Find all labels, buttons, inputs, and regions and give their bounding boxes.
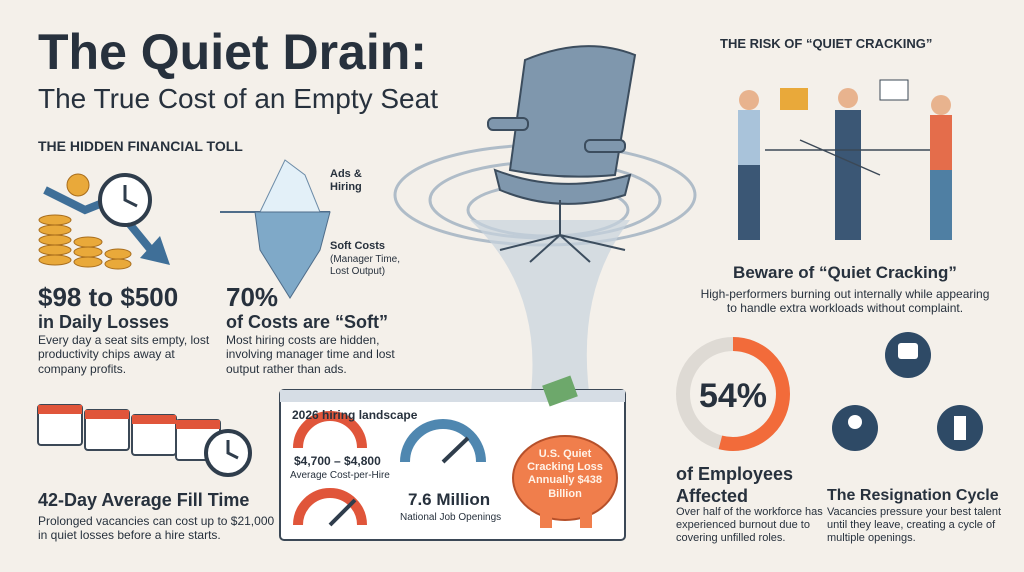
stat: $4,700 – $4,800 (294, 454, 381, 468)
stat-label: National Job Openings (400, 512, 502, 523)
stat-text: Prolonged vacancies can cost up to $21,0… (38, 514, 275, 543)
stat: 70% (226, 282, 279, 312)
stat-text: Over half of the workforce has experienc… (676, 506, 823, 545)
stat-label: 42-Day Average Fill Time (38, 490, 250, 510)
stat-label: Average Cost-per-Hire (290, 470, 390, 481)
box-title: 2026 hiring landscape (292, 408, 418, 422)
iceberg-note: (Manager Time, Lost Output) (330, 254, 401, 277)
section-text: High-performers burning out internally w… (700, 287, 990, 316)
subtitle: The True Cost of an Empty Seat (38, 83, 438, 114)
donut-arc (676, 337, 790, 451)
stat-text: Every day a seat sits empty, lost produc… (38, 333, 210, 376)
title: The Quiet Drain: (38, 24, 427, 80)
stat-label: in Daily Losses (38, 312, 170, 332)
stat-text: Most hiring costs are hidden, involving … (226, 333, 395, 376)
stat-label: of Costs are “Soft” (226, 312, 389, 332)
iceberg-label: Ads & Hiring (330, 168, 362, 194)
stat-label: of Employees Affected (676, 464, 794, 506)
stat: 7.6 Million (408, 490, 491, 509)
section-heading: THE RISK OF “QUIET CRACKING” (720, 36, 933, 51)
section-title: Beware of “Quiet Cracking” (733, 263, 957, 282)
stat: $98 to $500 (38, 282, 179, 312)
section-heading: THE HIDDEN FINANCIAL TOLL (38, 138, 243, 154)
piggy-label: U.S. Quiet Cracking Loss Annually $438 B… (527, 448, 603, 500)
iceberg-label: Soft Costs (330, 240, 385, 252)
stat-label: The Resignation Cycle (827, 487, 999, 504)
stat-text: Vacancies pressure your best talent unti… (827, 506, 1002, 545)
donut-label: 54% (698, 377, 768, 415)
